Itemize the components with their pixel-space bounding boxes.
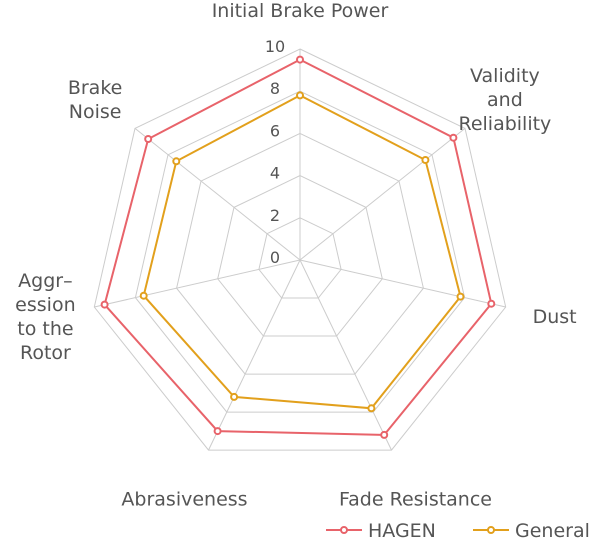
axis-label-line: and [487,89,523,111]
grid-spoke [299,128,466,261]
axis-label: Fade Resistance [339,489,492,511]
axis-label-line: Dust [533,306,577,328]
tick-label: 6 [270,121,280,140]
grid-spoke [94,259,301,308]
axis-label-line: Initial Brake Power [212,0,389,22]
series-layer [100,55,496,439]
axis-label-line: Rotor [20,342,71,364]
tick-label: 10 [265,37,285,56]
axis-label: Brake Noise [68,77,123,123]
series-hagen [100,55,496,439]
grid-ring [258,217,342,299]
grid-ring [176,132,424,375]
data-point [100,300,109,309]
data-point [172,157,181,166]
axis-label-line: Validity [470,65,540,87]
radar-grid [93,48,507,451]
data-point [296,55,304,64]
data-point [380,430,389,439]
tick-label: 2 [270,206,280,225]
data-point [367,404,376,413]
data-point [456,292,465,301]
tick-label: 4 [270,164,280,183]
data-point [144,135,153,143]
axis-label: Aggr– ession to the Rotor [15,270,75,364]
legend-swatch-marker [487,526,495,534]
grid-spoke [299,259,392,451]
axis-label-line: Aggr– [18,270,72,292]
series-line [142,94,462,410]
legend-item: HAGEN [326,520,436,540]
axis-label-line: Brake [68,77,123,99]
axis-label: Initial Brake Power [212,0,389,22]
axis-label-line: to the [17,318,73,340]
grid-spoke [208,259,301,451]
legend: HAGEN General [326,520,590,540]
data-point [213,427,222,436]
axis-label-line: Abrasiveness [121,489,247,511]
data-point [230,392,239,401]
grid-spoke [134,128,301,261]
axis-labels: Initial Brake Power Validity and Reliabilit… [15,0,576,511]
data-point [487,299,496,308]
axis-label-line: Noise [69,101,122,123]
axis-label-line: Reliability [458,113,551,135]
radial-tick-labels: 0 2 4 6 8 10 [265,37,285,267]
axis-label-line: Fade Resistance [339,489,492,511]
grid-ring [217,175,383,337]
grid-spoke [299,259,506,308]
data-point [449,133,458,142]
legend-label: General [515,520,590,540]
data-point [296,91,304,100]
data-point [139,291,148,300]
axis-label: Dust [533,306,577,328]
legend-swatch-marker [340,526,348,534]
axis-label: Abrasiveness [121,489,247,511]
grid-ring [134,90,466,413]
series-general [139,91,465,413]
tick-label: 8 [270,79,280,98]
legend-item: General [473,520,590,540]
grid-ring [93,48,507,451]
axis-label: Validity and Reliability [458,65,551,135]
legend-label: HAGEN [368,520,436,540]
tick-label: 0 [270,248,280,267]
data-point [421,156,430,164]
axis-label-line: ession [15,294,75,316]
series-line [103,58,493,436]
